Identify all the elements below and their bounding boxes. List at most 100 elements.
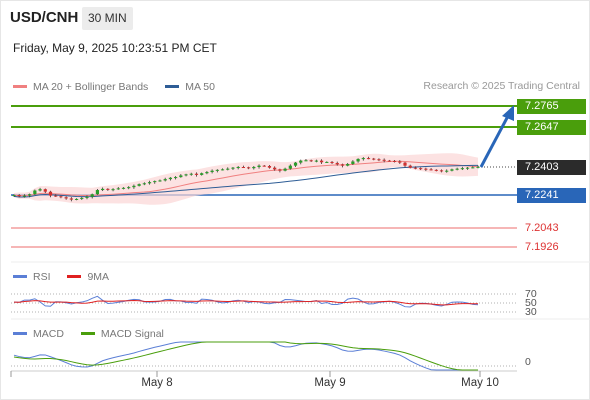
candle-body <box>424 168 428 170</box>
macd-signal-line <box>13 341 478 371</box>
level-label-s1: 7.2241 <box>517 188 586 203</box>
candle-body <box>293 162 298 166</box>
rsi-axis-30: 30 <box>525 306 537 318</box>
level-label-r1: 7.2647 <box>517 120 586 135</box>
candle-body <box>460 168 464 170</box>
candle-body <box>309 160 313 162</box>
macd-legend: MACD MACD Signal <box>13 327 178 341</box>
chart-header: USD/CNH 30 MIN <box>0 0 590 36</box>
ma20-swatch <box>13 84 27 88</box>
candle-body <box>340 164 345 166</box>
currency-pair-title: USD/CNH <box>10 9 79 26</box>
candle-body <box>267 165 272 168</box>
candle-body <box>121 187 126 189</box>
candle-body <box>278 169 282 171</box>
candle-body <box>54 195 58 197</box>
candle-body <box>455 168 459 170</box>
candle-body <box>247 167 251 169</box>
x-label-may8: May 8 <box>141 377 173 389</box>
candle-body <box>450 169 454 171</box>
candle-body <box>445 170 449 172</box>
candle-body <box>314 160 318 162</box>
candle-body <box>419 168 423 170</box>
candle-body <box>194 173 199 175</box>
level-label-r2: 7.2765 <box>517 99 586 114</box>
candle-body <box>299 160 303 163</box>
candle-body <box>439 170 444 172</box>
candle-body <box>17 195 21 197</box>
legend-item-macd-signal: MACD Signal <box>80 327 164 341</box>
forecast-arrow-head <box>502 105 514 121</box>
candle-body <box>471 167 475 169</box>
candle-body <box>210 170 214 173</box>
candle-body <box>262 165 266 167</box>
timestamp: Friday, May 9, 2025 10:23:51 PM CET <box>13 41 217 55</box>
x-label-may9: May 9 <box>314 377 346 389</box>
candle-body <box>387 160 391 162</box>
candle-body <box>252 167 256 169</box>
candle-body <box>200 173 204 175</box>
candle-body <box>168 177 173 180</box>
candle-body <box>43 189 47 192</box>
level-label-s3: 7.1926 <box>525 241 559 253</box>
candle-body <box>147 182 152 184</box>
candle-body <box>366 158 371 160</box>
candle-body <box>179 175 183 178</box>
candle-body <box>158 180 162 182</box>
candle-body <box>273 167 277 170</box>
candle-body <box>74 198 79 200</box>
candle-body <box>28 194 32 196</box>
candle-body <box>174 177 178 179</box>
candle-body <box>189 173 193 175</box>
rsi-axis-70: 70 <box>525 288 537 300</box>
candle-body <box>137 184 141 186</box>
candle-body <box>392 160 397 162</box>
candle-body <box>476 166 480 168</box>
candle-body <box>215 169 219 171</box>
macd-swatch <box>13 331 27 335</box>
level-label-s2: 7.2043 <box>525 222 559 234</box>
candle-body <box>413 167 418 169</box>
candle-body <box>116 188 120 190</box>
candle-body <box>132 185 136 188</box>
x-label-may10: May 10 <box>461 377 499 389</box>
candle-body <box>111 189 115 191</box>
candle-body <box>90 194 94 197</box>
candle-body <box>304 160 308 162</box>
candle-body <box>85 196 89 198</box>
candle-body <box>142 183 146 185</box>
candle-body <box>356 158 360 162</box>
candle-body <box>95 190 100 195</box>
macd-axis-0: 0 <box>525 356 531 368</box>
macd-signal-swatch <box>80 331 95 335</box>
candle-body <box>429 169 433 171</box>
rsi-9ma-line <box>13 300 479 306</box>
rsi-swatch <box>13 274 27 278</box>
candle-body <box>220 169 225 171</box>
rsi-line <box>13 295 479 308</box>
candle-body <box>330 161 334 163</box>
candle-body <box>403 162 407 166</box>
candle-body <box>408 165 412 168</box>
candle-body <box>48 191 53 196</box>
candle-body <box>346 163 350 166</box>
candles-group <box>12 156 480 202</box>
candle-body <box>106 188 110 190</box>
candle-body <box>241 167 245 169</box>
legend-item-9ma: 9MA <box>67 270 109 284</box>
candle-body <box>351 161 355 164</box>
rsi-axis-50: 50 <box>525 297 537 309</box>
9ma-swatch <box>67 274 82 278</box>
main-legend: MA 20 + Bollinger Bands MA 50 <box>13 80 229 94</box>
candle-body <box>398 161 402 163</box>
candle-body <box>434 169 438 171</box>
candle-body <box>101 188 105 191</box>
bollinger-band <box>14 153 478 205</box>
candle-body <box>372 158 376 160</box>
timeframe-button[interactable]: 30 MIN <box>82 7 133 30</box>
candle-body <box>205 172 209 174</box>
candle-body <box>12 195 16 197</box>
candle-body <box>80 197 84 199</box>
candle-body <box>64 197 68 199</box>
